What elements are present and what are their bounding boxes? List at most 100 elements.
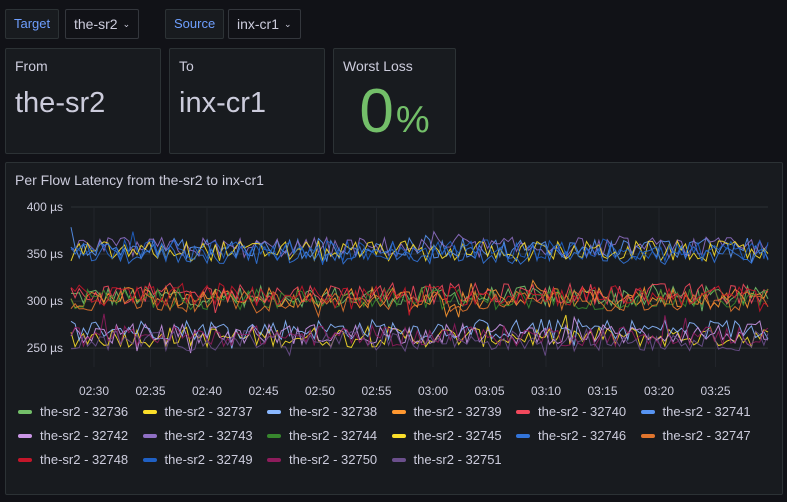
y-tick-label: 300 µs	[27, 294, 63, 308]
to-stat-title: To	[179, 58, 194, 74]
target-variable-value: the-sr2	[74, 16, 118, 32]
worst-loss-unit: %	[395, 99, 430, 141]
x-tick-label: 02:50	[305, 384, 335, 398]
source-variable-label: Source	[165, 9, 225, 39]
series-line	[70, 285, 769, 311]
legend-label: the-sr2 - 32750	[289, 452, 378, 467]
legend-label: the-sr2 - 32739	[413, 404, 502, 419]
series-line	[70, 239, 769, 263]
target-variable-select[interactable]: the-sr2 ⌄	[65, 9, 140, 39]
legend-label: the-sr2 - 32736	[40, 404, 129, 419]
x-tick-label: 02:30	[79, 384, 109, 398]
from-stat-value: the-sr2	[15, 87, 106, 119]
target-variable-label: Target	[5, 9, 60, 39]
legend-row: the-sr2 - 32742 the-sr2 - 32743 the-sr2 - …	[18, 427, 778, 451]
x-tick-label: 03:05	[474, 384, 504, 398]
legend-item[interactable]: the-sr2 - 32743	[142, 428, 268, 443]
legend-swatch	[391, 457, 406, 462]
chevron-down-icon: ⌄	[284, 19, 292, 29]
series-line	[70, 289, 769, 319]
legend-label: the-sr2 - 32745	[413, 428, 502, 443]
legend-row: the-sr2 - 32748 the-sr2 - 32749 the-sr2 - …	[18, 451, 778, 475]
legend-label: the-sr2 - 32742	[40, 428, 129, 443]
series-lines	[70, 227, 769, 357]
source-variable-value: inx-cr1	[237, 16, 280, 32]
legend-item[interactable]: the-sr2 - 32739	[391, 404, 517, 419]
legend-label: the-sr2 - 32740	[538, 404, 627, 419]
chart-title: Per Flow Latency from the-sr2 to inx-cr1	[15, 172, 264, 188]
legend-item[interactable]: the-sr2 - 32749	[142, 452, 268, 467]
legend-row: the-sr2 - 32736 the-sr2 - 32737 the-sr2 - …	[18, 403, 778, 427]
series-line	[70, 282, 769, 316]
from-stat-title: From	[15, 58, 48, 74]
worst-loss-number: 0	[359, 77, 394, 146]
legend-item[interactable]: the-sr2 - 32744	[267, 428, 392, 443]
y-tick-label: 400 µs	[27, 200, 63, 214]
worst-loss-stat-panel: Worst Loss 0%	[333, 48, 456, 154]
legend-swatch	[391, 409, 406, 414]
source-variable-select[interactable]: inx-cr1 ⌄	[228, 9, 301, 39]
legend-label: the-sr2 - 32743	[164, 428, 253, 443]
legend-label: the-sr2 - 32751	[413, 452, 502, 467]
to-stat-panel: To inx-cr1	[169, 48, 325, 154]
legend-swatch	[18, 409, 32, 414]
x-tick-label: 03:00	[418, 384, 448, 398]
legend-item[interactable]: the-sr2 - 32748	[18, 452, 143, 467]
legend-label: the-sr2 - 32747	[662, 428, 751, 443]
x-tick-label: 02:55	[361, 384, 391, 398]
legend-item[interactable]: the-sr2 - 32750	[267, 452, 392, 467]
x-tick-label: 02:40	[192, 384, 222, 398]
x-tick-label: 03:25	[700, 384, 730, 398]
legend-label: the-sr2 - 32737	[164, 404, 253, 419]
latency-chart: 400 µs 350 µs 300 µs 250 µs 02:30 02:35 02:40…	[27, 200, 769, 398]
legend-item[interactable]: the-sr2 - 32736	[18, 404, 143, 419]
legend-swatch	[516, 433, 530, 438]
legend-label: the-sr2 - 32748	[40, 452, 129, 467]
legend-item[interactable]: the-sr2 - 32741	[640, 404, 766, 419]
legend-swatch	[267, 433, 281, 438]
legend-label: the-sr2 - 32738	[289, 404, 378, 419]
x-tick-label: 02:45	[248, 384, 278, 398]
legend-label: the-sr2 - 32749	[164, 452, 253, 467]
legend-swatch	[142, 409, 157, 414]
worst-loss-value: 0%	[334, 79, 455, 145]
legend-label: the-sr2 - 32746	[538, 428, 627, 443]
legend-swatch	[640, 409, 655, 414]
chart-legend: the-sr2 - 32736 the-sr2 - 32737 the-sr2 - …	[18, 403, 778, 475]
legend-swatch	[142, 433, 157, 438]
legend-item[interactable]: the-sr2 - 32740	[516, 404, 641, 419]
y-tick-label: 350 µs	[27, 247, 63, 261]
series-line	[70, 313, 769, 348]
to-stat-value: inx-cr1	[179, 87, 267, 119]
legend-swatch	[18, 457, 32, 462]
from-stat-panel: From the-sr2	[5, 48, 161, 154]
legend-swatch	[267, 409, 281, 414]
legend-item[interactable]: the-sr2 - 32745	[391, 428, 517, 443]
series-line	[70, 318, 769, 349]
y-axis-ticks: 400 µs 350 µs 300 µs 250 µs	[27, 200, 63, 355]
legend-swatch	[391, 433, 406, 438]
legend-item[interactable]: the-sr2 - 32738	[267, 404, 392, 419]
legend-swatch	[516, 409, 530, 414]
y-tick-label: 250 µs	[27, 341, 63, 355]
legend-label: the-sr2 - 32744	[289, 428, 378, 443]
worst-loss-stat-title: Worst Loss	[343, 58, 413, 74]
legend-swatch	[640, 433, 655, 438]
legend-item[interactable]: the-sr2 - 32747	[640, 428, 766, 443]
legend-item[interactable]: the-sr2 - 32737	[142, 404, 268, 419]
chevron-down-icon: ⌄	[122, 19, 131, 29]
latency-chart-panel: Per Flow Latency from the-sr2 to inx-cr1…	[5, 162, 783, 495]
legend-swatch	[267, 457, 281, 462]
legend-item[interactable]: the-sr2 - 32746	[516, 428, 641, 443]
series-line	[70, 279, 769, 318]
legend-swatch	[142, 457, 157, 462]
legend-swatch	[18, 433, 32, 438]
series-line	[70, 242, 769, 266]
legend-item[interactable]: the-sr2 - 32742	[18, 428, 143, 443]
series-line	[70, 231, 769, 266]
x-tick-label: 03:10	[531, 384, 561, 398]
legend-item[interactable]: the-sr2 - 32751	[391, 452, 517, 467]
x-tick-label: 02:35	[135, 384, 165, 398]
legend-label: the-sr2 - 32741	[662, 404, 751, 419]
x-tick-label: 03:20	[644, 384, 674, 398]
